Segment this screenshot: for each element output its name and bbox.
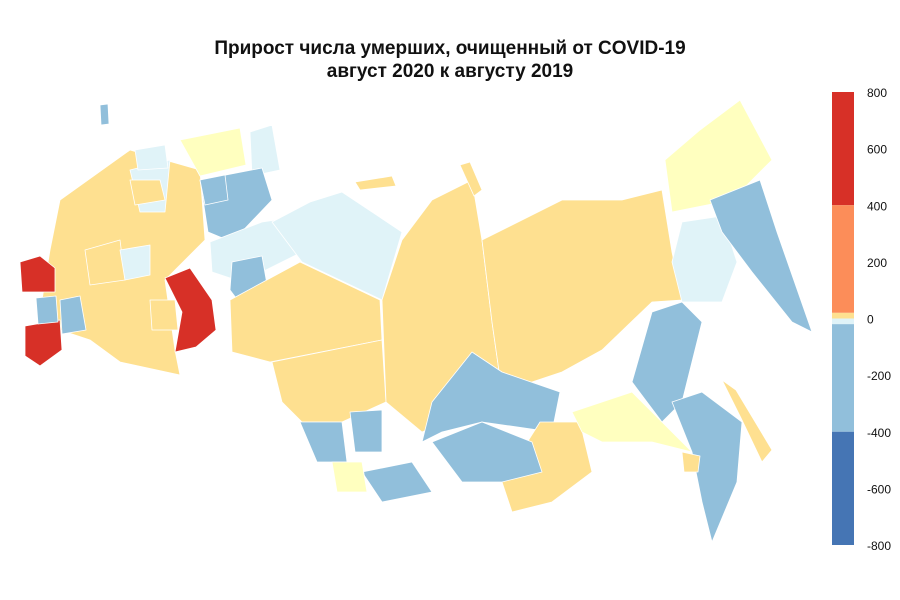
colorbar-tick-label: 600	[867, 143, 887, 157]
region	[134, 144, 169, 171]
region	[354, 175, 397, 191]
region	[664, 99, 773, 213]
map-title: Прирост числа умерших, очищенный от COVI…	[214, 38, 686, 59]
colorbar-bin	[832, 205, 854, 313]
region	[631, 301, 703, 423]
region	[271, 191, 403, 301]
region	[459, 161, 483, 197]
region	[299, 421, 348, 463]
region	[19, 255, 56, 293]
region	[129, 179, 166, 206]
region	[164, 267, 217, 353]
colorbar-tick-label: 800	[867, 86, 887, 100]
region	[709, 179, 813, 333]
colorbar-tick-label: 400	[867, 199, 887, 213]
colorbar-tick-label: -400	[867, 426, 891, 440]
region	[249, 124, 281, 177]
colorbar-tick-label: 0	[867, 313, 874, 327]
colorbar-bin	[832, 92, 854, 206]
map-subtitle: август 2020 к августу 2019	[326, 61, 574, 82]
colorbar-tick-label: -200	[867, 369, 891, 383]
region	[119, 244, 151, 281]
region	[349, 409, 383, 453]
colorbar-bin	[832, 324, 854, 432]
region	[179, 127, 247, 177]
region	[431, 421, 543, 483]
colorbar-tick-label: -600	[867, 482, 891, 496]
colorbar-bin	[832, 318, 854, 325]
colorbar-bin	[832, 431, 854, 545]
colorbar-bin	[832, 312, 854, 319]
colorbar-tick-label: 200	[867, 256, 887, 270]
region	[199, 174, 229, 206]
region	[681, 451, 701, 473]
region	[59, 295, 87, 335]
region	[571, 391, 693, 453]
region	[24, 319, 63, 367]
region	[99, 103, 110, 126]
colorbar-tick-label: -800	[867, 539, 891, 553]
region	[331, 461, 368, 493]
region	[149, 299, 179, 331]
colorbar-legend: 800 600 400 200 0 -200 -400 -600 -800	[832, 86, 891, 553]
regions-layer	[19, 99, 813, 543]
region	[671, 391, 743, 543]
region	[361, 461, 433, 503]
region	[35, 295, 59, 325]
region	[721, 379, 773, 463]
